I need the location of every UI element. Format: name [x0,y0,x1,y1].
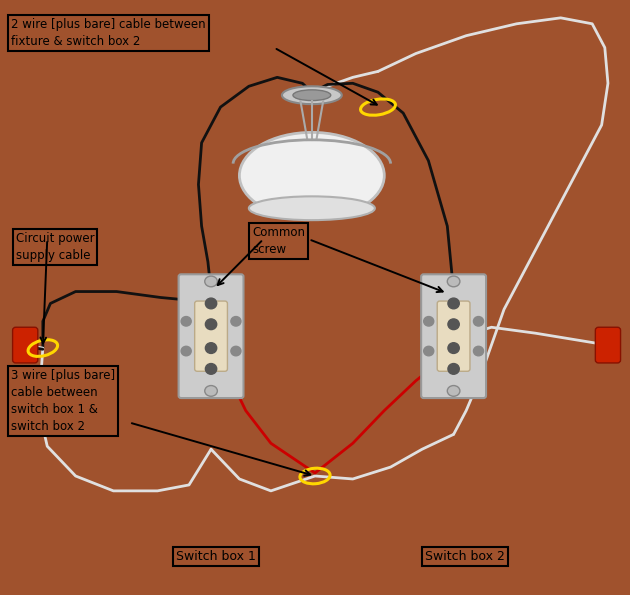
FancyBboxPatch shape [195,301,227,371]
Text: Switch box 1: Switch box 1 [176,550,256,563]
Ellipse shape [282,86,342,104]
Circle shape [181,346,192,356]
Ellipse shape [249,196,375,220]
FancyBboxPatch shape [13,327,38,363]
Circle shape [205,364,217,374]
Circle shape [205,298,217,309]
Ellipse shape [293,90,331,101]
Circle shape [231,317,241,326]
FancyBboxPatch shape [437,301,470,371]
Text: 3 wire [plus bare]
cable between
switch box 1 &
switch box 2: 3 wire [plus bare] cable between switch … [11,369,115,433]
Circle shape [205,319,217,330]
Circle shape [423,317,434,326]
FancyBboxPatch shape [595,327,621,363]
Ellipse shape [447,276,460,287]
Circle shape [448,319,459,330]
Circle shape [181,317,192,326]
Ellipse shape [447,386,460,396]
Circle shape [474,317,484,326]
Circle shape [474,346,484,356]
Circle shape [205,343,217,353]
Text: Circuit power
supply cable: Circuit power supply cable [16,232,94,262]
Circle shape [448,298,459,309]
Circle shape [448,364,459,374]
Ellipse shape [205,386,217,396]
Circle shape [231,346,241,356]
Text: Common
screw: Common screw [252,226,305,256]
FancyBboxPatch shape [179,274,244,398]
Ellipse shape [205,276,217,287]
Circle shape [423,346,434,356]
Ellipse shape [239,133,384,219]
FancyBboxPatch shape [421,274,486,398]
Text: Switch box 2: Switch box 2 [425,550,505,563]
Text: 2 wire [plus bare] cable between
fixture & switch box 2: 2 wire [plus bare] cable between fixture… [11,18,206,48]
Circle shape [448,343,459,353]
